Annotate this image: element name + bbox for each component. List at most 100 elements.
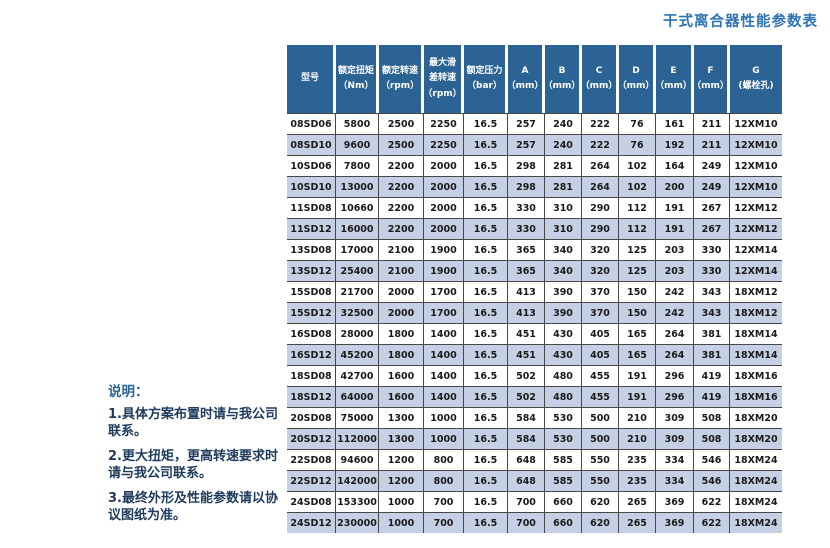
table-cell: 249 <box>694 156 730 176</box>
table-cell: 2200 <box>379 156 424 176</box>
table-cell: 1200 <box>379 450 424 470</box>
table-cell: 64000 <box>336 387 379 407</box>
table-cell: 550 <box>582 450 619 470</box>
table-cell: 211 <box>694 135 730 155</box>
table-cell: 309 <box>656 429 694 449</box>
table-cell: 16.5 <box>464 156 508 176</box>
table-cell: 1300 <box>379 408 424 428</box>
table-cell: 455 <box>582 366 619 386</box>
table-cell: 7800 <box>336 156 379 176</box>
table-row: 11SD12 16000 2200 2000 16.5 330 310 290 112 191 26… <box>287 219 782 240</box>
table-cell: 267 <box>694 198 730 218</box>
table-cell: 296 <box>656 366 694 386</box>
table-cell: 75000 <box>336 408 379 428</box>
table-cell: 550 <box>582 471 619 491</box>
table-cell: 2000 <box>424 156 464 176</box>
table-cell: 20SD08 <box>287 408 336 428</box>
column-header: 额定扭矩 （Nm） <box>336 45 379 113</box>
table-cell: 242 <box>656 303 694 323</box>
table-cell: 622 <box>694 513 730 533</box>
table-cell: 2100 <box>379 261 424 281</box>
table-cell: 16.5 <box>464 345 508 365</box>
table-cell: 5800 <box>336 114 379 134</box>
table-cell: 16.5 <box>464 471 508 491</box>
table-cell: 584 <box>508 429 545 449</box>
table-row: 20SD08 75000 1300 1000 16.5 584 530 500 210 309 50… <box>287 408 782 429</box>
table-cell: 508 <box>694 408 730 428</box>
table-cell: 584 <box>508 408 545 428</box>
table-cell: 18XM16 <box>734 391 778 403</box>
table-cell: 2000 <box>424 198 464 218</box>
table-cell: 1000 <box>379 513 424 533</box>
table-cell: 257 <box>508 114 545 134</box>
table-cell: 102 <box>619 177 656 197</box>
table-row: 24SD08 153300 1000 700 16.5 700 660 620 265 369 62… <box>287 492 782 513</box>
table-cell: 1600 <box>379 387 424 407</box>
table-row: 24SD12 230000 1000 700 16.5 700 660 620 265 369 62… <box>287 513 782 533</box>
table-cell: 700 <box>508 513 545 533</box>
table-cell: 12XM10 <box>734 118 778 130</box>
table-cell: 112 <box>619 198 656 218</box>
table-cell: 94600 <box>336 450 379 470</box>
table-cell: 530 <box>545 429 582 449</box>
table-cell: 16.5 <box>464 177 508 197</box>
table-cell: 419 <box>694 366 730 386</box>
table-cell: 281 <box>545 156 582 176</box>
table-cell: 125 <box>619 240 656 260</box>
table-cell: 370 <box>582 303 619 323</box>
table-cell: 2200 <box>379 177 424 197</box>
table-cell: 264 <box>582 177 619 197</box>
table-cell: 800 <box>424 450 464 470</box>
table-cell: 265 <box>619 513 656 533</box>
column-header: 型号 <box>287 45 336 113</box>
table-cell: 165 <box>619 345 656 365</box>
table-row: 22SD08 94600 1200 800 16.5 648 585 550 235 334 546… <box>287 450 782 471</box>
table-cell: 1700 <box>424 282 464 302</box>
table-cell: 18XM16 <box>734 370 778 382</box>
table-cell: 203 <box>656 261 694 281</box>
table-cell: 16.5 <box>464 492 508 512</box>
table-cell: 1400 <box>424 345 464 365</box>
table-cell: 16.5 <box>464 114 508 134</box>
table-cell: 369 <box>656 513 694 533</box>
column-header: F （mm） <box>694 45 730 113</box>
table-cell: 102 <box>619 156 656 176</box>
table-cell: 16.5 <box>464 513 508 533</box>
table-cell: 203 <box>656 240 694 260</box>
table-cell: 413 <box>508 282 545 302</box>
notes-section: 说明： 1.具体方案布置时请与我公司联系。 2.更大扭矩，更高转速要求时请与我公… <box>108 380 284 532</box>
table-body: 08SD06 5800 2500 2250 16.5 257 240 222 76 161 211 1… <box>287 113 782 533</box>
table-cell: 281 <box>545 177 582 197</box>
table-cell: 2000 <box>379 282 424 302</box>
table-cell: 235 <box>619 471 656 491</box>
table-cell: 15SD08 <box>287 282 336 302</box>
column-header: C （mm） <box>582 45 619 113</box>
table-cell: 32500 <box>336 303 379 323</box>
table-cell: 211 <box>694 114 730 134</box>
table-cell: 1000 <box>424 429 464 449</box>
table-cell: 343 <box>694 282 730 302</box>
table-cell: 18XM24 <box>734 517 778 529</box>
table-cell: 1000 <box>424 408 464 428</box>
table-cell: 191 <box>656 198 694 218</box>
table-cell: 125 <box>619 261 656 281</box>
table-cell: 480 <box>545 366 582 386</box>
table-cell: 191 <box>619 387 656 407</box>
table-cell: 330 <box>694 240 730 260</box>
table-cell: 18XM12 <box>734 286 778 298</box>
table-cell: 12XM14 <box>734 244 778 256</box>
table-cell: 10SD10 <box>287 177 336 197</box>
table-cell: 257 <box>508 135 545 155</box>
table-cell: 18XM20 <box>734 433 778 445</box>
table-cell: 2200 <box>379 198 424 218</box>
column-header: D （mm） <box>619 45 656 113</box>
table-cell: 08SD10 <box>287 135 336 155</box>
table-cell: 298 <box>508 156 545 176</box>
table-cell: 508 <box>694 429 730 449</box>
table-cell: 1700 <box>424 303 464 323</box>
table-cell: 660 <box>545 492 582 512</box>
table-cell: 530 <box>545 408 582 428</box>
table-cell: 12XM10 <box>734 181 778 193</box>
table-cell: 1800 <box>379 324 424 344</box>
